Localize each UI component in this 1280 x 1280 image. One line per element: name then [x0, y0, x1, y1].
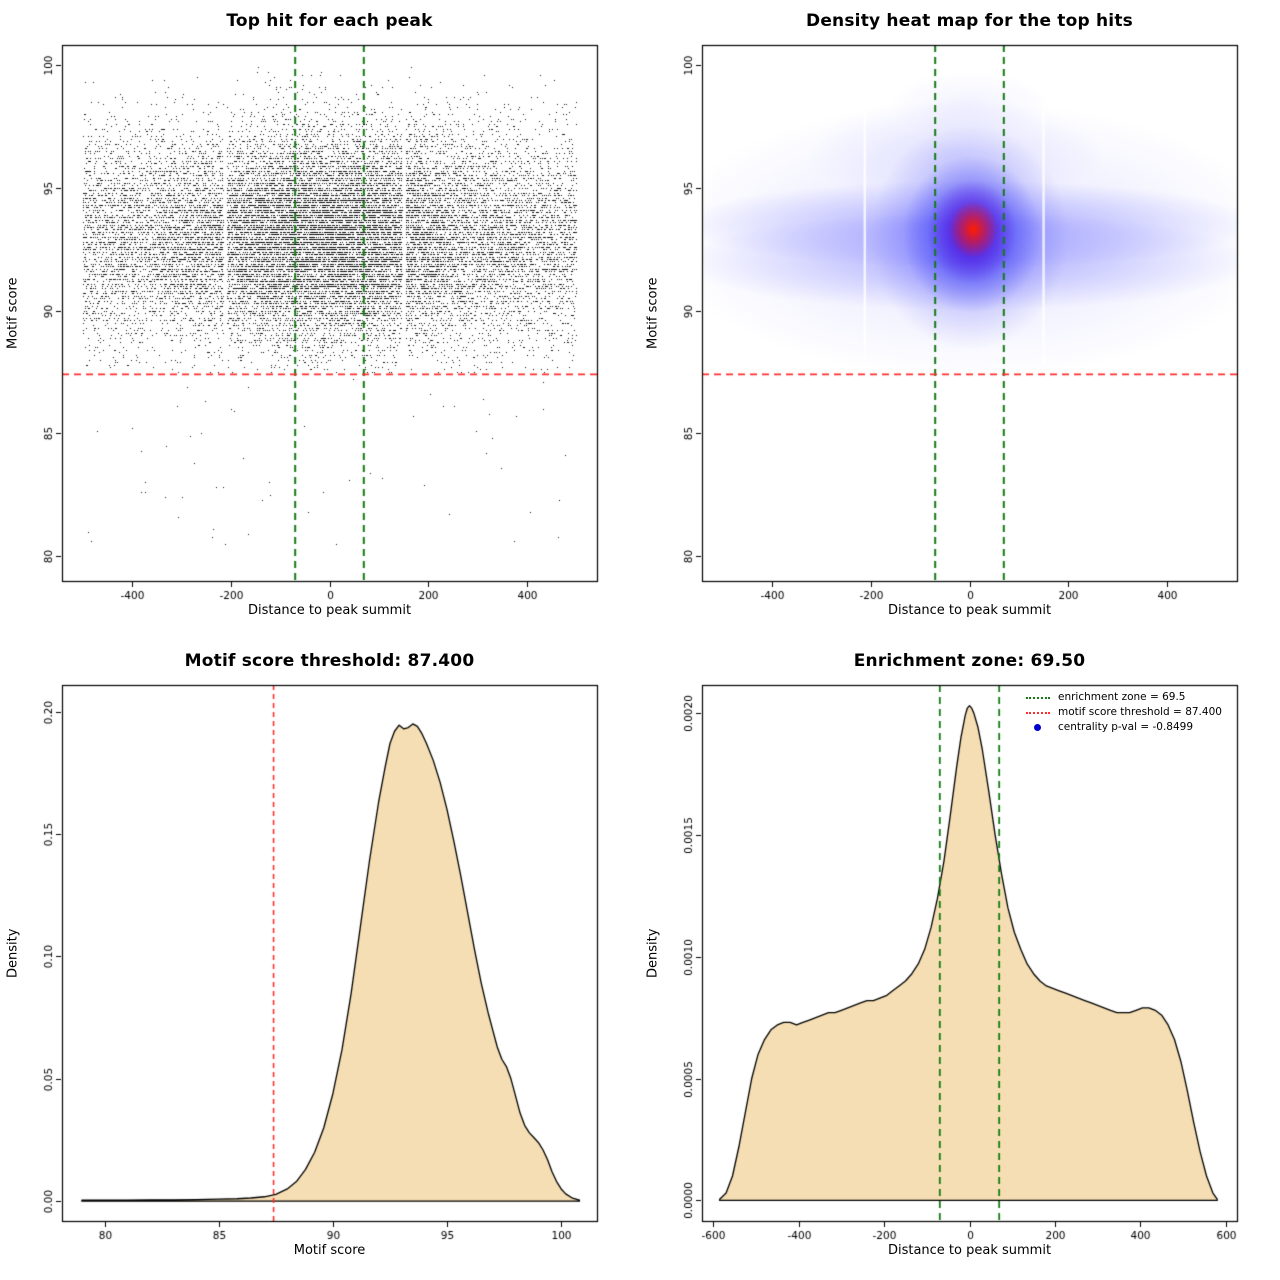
- zone-density-plot-canvas: [640, 640, 1280, 1280]
- legend-line-icon: [1026, 711, 1050, 714]
- legend-entry-2: centrality p-val = -0.8499: [1026, 720, 1222, 735]
- scatter-title: Top hit for each peak: [226, 11, 433, 31]
- score-density-x-axis-label: Motif score: [293, 1243, 366, 1258]
- score-density-plot-canvas: [0, 640, 640, 1280]
- zone-density-y-axis-label: Density: [645, 928, 661, 978]
- legend-entry-0: enrichment zone = 69.5: [1026, 690, 1222, 705]
- scatter-y-axis-label: Motif score: [5, 277, 21, 349]
- legend-dot-icon: [1034, 724, 1041, 731]
- legend-label: enrichment zone = 69.5: [1058, 691, 1186, 703]
- panel-enrichment-zone-density: Enrichment zone: 69.50 Distance to peak …: [640, 640, 1280, 1280]
- panel-motif-score-density: Motif score threshold: 87.400 Motif scor…: [0, 640, 640, 1280]
- plot-legend: enrichment zone = 69.5 motif score thresh…: [1026, 690, 1222, 735]
- legend-entry-1: motif score threshold = 87.400: [1026, 705, 1222, 720]
- heatmap-plot-canvas: [640, 0, 1280, 640]
- heatmap-title: Density heat map for the top hits: [806, 11, 1133, 31]
- legend-label: centrality p-val = -0.8499: [1058, 721, 1193, 733]
- zone-density-title: Enrichment zone: 69.50: [853, 651, 1086, 671]
- legend-line-icon: [1026, 696, 1050, 699]
- score-density-title: Motif score threshold: 87.400: [184, 651, 475, 671]
- scatter-x-axis-label: Distance to peak summit: [247, 603, 412, 618]
- zone-density-x-axis-label: Distance to peak summit: [887, 1243, 1052, 1258]
- panel-density-heatmap: Density heat map for the top hits Distan…: [640, 0, 1280, 640]
- scatter-plot-canvas: [0, 0, 640, 640]
- legend-label: motif score threshold = 87.400: [1058, 706, 1222, 718]
- heatmap-y-axis-label: Motif score: [645, 277, 661, 349]
- panel-top-hit-scatter: Top hit for each peak Distance to peak s…: [0, 0, 640, 640]
- heatmap-x-axis-label: Distance to peak summit: [887, 603, 1052, 618]
- score-density-y-axis-label: Density: [5, 928, 21, 978]
